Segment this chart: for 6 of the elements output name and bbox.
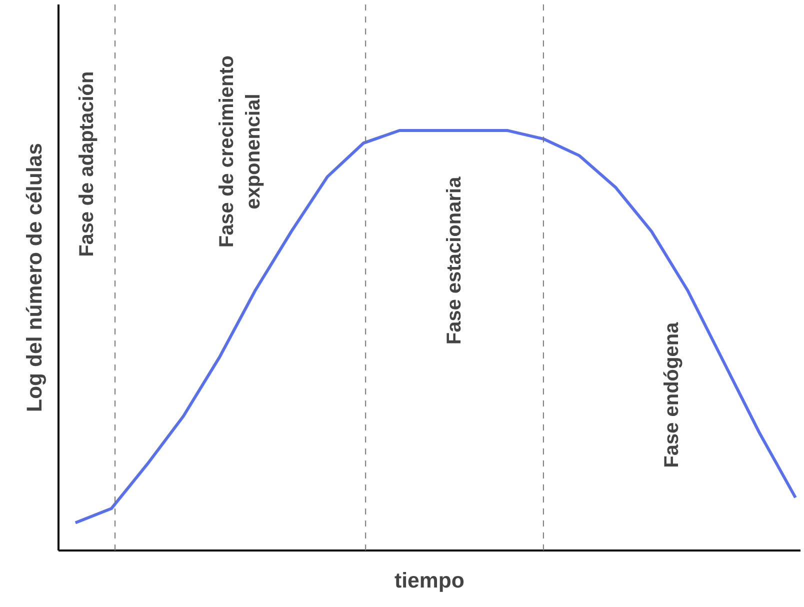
y-axis-title: Log del número de células — [22, 142, 46, 412]
annotation: Fase estacionaria — [444, 176, 466, 345]
annotation: Fase endógena — [660, 321, 683, 468]
annotation: Fase de crecimiento exponencial — [216, 55, 265, 248]
x-axis-title: tiempo — [394, 568, 464, 592]
annotation: Fase de adaptación — [76, 71, 98, 257]
